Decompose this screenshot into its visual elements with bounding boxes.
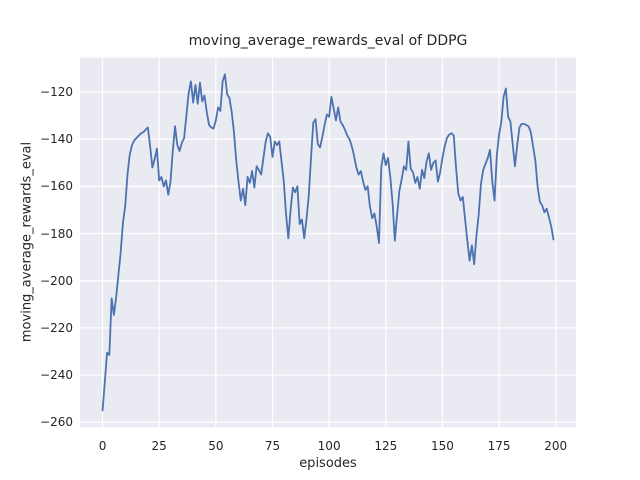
x-tick-label: 0: [98, 439, 107, 453]
y-tick-label: −140: [40, 132, 73, 147]
x-tick-label: 100: [317, 439, 341, 453]
x-tick-label: 25: [151, 439, 167, 453]
x-tick-label: 75: [264, 439, 281, 453]
y-axis-label: moving_average_rewards_eval: [19, 141, 35, 343]
y-tick-label: −180: [40, 226, 73, 241]
y-tick-label: −160: [40, 179, 73, 194]
y-tick-label: −240: [40, 368, 73, 383]
chart-title: moving_average_rewards_eval of DDPG: [188, 33, 468, 49]
x-tick-label: 175: [487, 439, 511, 453]
x-tick-label: 200: [544, 439, 568, 453]
x-tick-label: 125: [374, 439, 398, 453]
y-tick-label: −260: [40, 415, 73, 430]
x-axis-label: episodes: [299, 456, 357, 471]
y-tick-label: −120: [40, 85, 73, 100]
x-tick-label: 150: [430, 439, 454, 453]
axes-background: [80, 57, 576, 428]
series-line: [101, 73, 555, 412]
x-tick-label: 50: [208, 439, 224, 453]
y-tick-label: −220: [40, 320, 73, 335]
y-tick-label: −200: [40, 273, 73, 288]
